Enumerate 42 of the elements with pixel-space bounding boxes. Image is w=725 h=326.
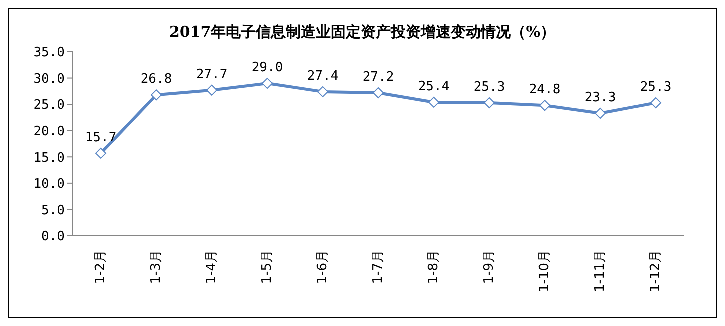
point bbox=[206, 84, 218, 96]
point bbox=[318, 86, 328, 98]
y-tick-label: 0.0 bbox=[42, 230, 65, 245]
y-tick-label: 10.0 bbox=[34, 177, 65, 192]
x-tick-label: 1-12月 bbox=[648, 250, 664, 293]
x-tick-label: 1-5月 bbox=[260, 250, 275, 284]
point bbox=[595, 108, 606, 120]
x-tick-label: 1-9月 bbox=[482, 250, 497, 284]
x-tick-label: 1-3月 bbox=[149, 250, 164, 284]
point bbox=[650, 97, 662, 108]
x-tick-label: 1-4月 bbox=[204, 250, 220, 284]
x-tick-label: 1-7月 bbox=[371, 250, 386, 284]
y-tick-label: 25.0 bbox=[34, 98, 65, 114]
data-label: 23.3 bbox=[584, 90, 616, 106]
x-tick-label: 1-11月 bbox=[593, 250, 608, 293]
point bbox=[96, 148, 106, 159]
y-tick-label: 20.0 bbox=[34, 124, 65, 140]
y-tick-label: 5.0 bbox=[42, 203, 65, 218]
y-tick-label: 35.0 bbox=[34, 46, 65, 61]
data-label: 25.4 bbox=[418, 79, 450, 94]
data-label: 25.3 bbox=[640, 80, 672, 95]
y-tick-label: 30.0 bbox=[34, 72, 65, 87]
point bbox=[428, 96, 440, 108]
point bbox=[373, 88, 384, 99]
x-tick-label: 1-8月 bbox=[426, 250, 442, 284]
data-label: 24.8 bbox=[529, 82, 561, 98]
x-tick-label: 1-10月 bbox=[538, 250, 552, 293]
x-tick-label: 1-2月 bbox=[94, 250, 108, 284]
data-label: 25.3 bbox=[474, 80, 506, 95]
data-label: 26.8 bbox=[140, 72, 172, 88]
point bbox=[151, 90, 162, 101]
point bbox=[540, 100, 550, 112]
point bbox=[484, 97, 495, 108]
point bbox=[262, 78, 273, 90]
y-tick-label: 15.0 bbox=[34, 150, 65, 166]
data-label: 29.0 bbox=[252, 60, 284, 76]
x-tick-label: 1-6月 bbox=[316, 250, 330, 284]
data-label: 27.2 bbox=[362, 70, 394, 86]
data-label: 27.7 bbox=[196, 67, 228, 82]
data-label: 27.4 bbox=[307, 68, 339, 84]
data-label: 15.7 bbox=[85, 130, 117, 146]
chart-title: 2017年电子信息制造业固定资产投资增速变动情况（%） bbox=[168, 23, 556, 42]
